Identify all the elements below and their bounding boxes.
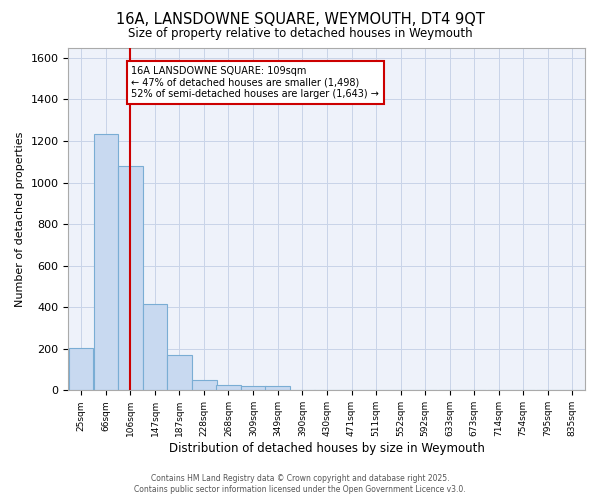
Bar	[69, 348, 94, 391]
Text: 16A, LANSDOWNE SQUARE, WEYMOUTH, DT4 9QT: 16A, LANSDOWNE SQUARE, WEYMOUTH, DT4 9QT	[116, 12, 484, 28]
Bar	[143, 304, 167, 390]
Bar	[167, 355, 191, 390]
Y-axis label: Number of detached properties: Number of detached properties	[15, 131, 25, 306]
Bar	[265, 386, 290, 390]
Text: Contains HM Land Registry data © Crown copyright and database right 2025.
Contai: Contains HM Land Registry data © Crown c…	[134, 474, 466, 494]
Bar	[216, 385, 241, 390]
Bar	[118, 166, 143, 390]
Text: 16A LANSDOWNE SQUARE: 109sqm
← 47% of detached houses are smaller (1,498)
52% of: 16A LANSDOWNE SQUARE: 109sqm ← 47% of de…	[131, 66, 379, 100]
Bar	[94, 134, 118, 390]
X-axis label: Distribution of detached houses by size in Weymouth: Distribution of detached houses by size …	[169, 442, 485, 455]
Text: Size of property relative to detached houses in Weymouth: Size of property relative to detached ho…	[128, 28, 472, 40]
Bar	[241, 386, 266, 390]
Bar	[192, 380, 217, 390]
